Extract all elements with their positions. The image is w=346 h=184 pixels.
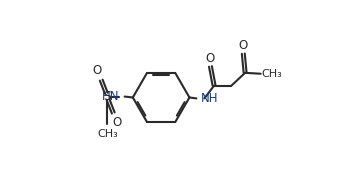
Text: CH₃: CH₃ [262,69,282,79]
Text: O: O [113,116,122,129]
Text: HN: HN [102,90,119,103]
Text: NH: NH [200,92,218,105]
Text: O: O [206,52,215,65]
Text: CH₃: CH₃ [97,129,118,139]
Text: O: O [239,39,248,52]
Text: O: O [93,65,102,77]
Text: S: S [103,90,111,103]
